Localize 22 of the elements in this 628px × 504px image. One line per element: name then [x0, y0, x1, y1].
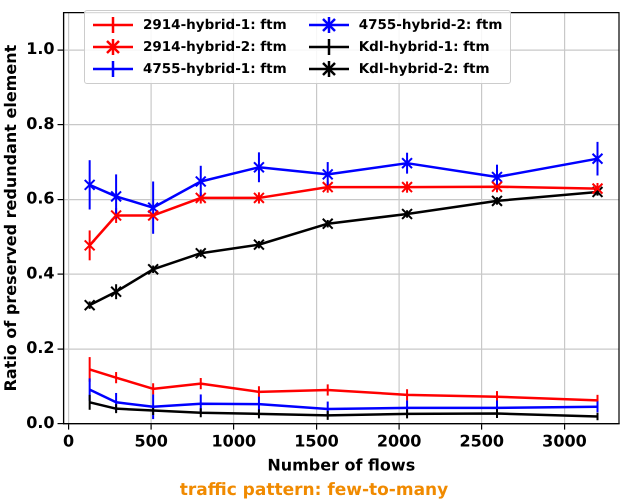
x-tick-label: 2000: [376, 431, 422, 450]
legend-label: 2914-hybrid-2: ftm: [143, 39, 287, 55]
legend-label: 4755-hybrid-2: ftm: [358, 17, 502, 33]
y-axis-title: Ratio of preserved redundant element: [0, 44, 20, 392]
y-tick-label: 0.4: [26, 263, 55, 282]
text: traffic pattern: few-to-many: [178, 480, 450, 500]
x-tick-label: 2500: [460, 431, 504, 450]
x-tick-label: 500: [134, 431, 168, 450]
y-tick-label: 0.0: [26, 412, 55, 432]
x-tick-label: 3000: [542, 431, 587, 450]
y-tick-label: 0.2: [26, 338, 55, 358]
x-axis-title: Number of flows: [267, 456, 416, 475]
legend-label: 2914-hybrid-1: ftm: [143, 17, 287, 33]
x-tick-label: 0: [62, 431, 74, 450]
legend-label: 4755-hybrid-1: ftm: [143, 61, 287, 77]
x-tick-label: 1500: [294, 431, 339, 450]
x-tick-label: 1000: [212, 431, 256, 450]
y-tick-label: 0.6: [26, 188, 55, 208]
y-tick-label: 0.8: [26, 114, 55, 133]
legend-label: Kdl-hybrid-2: ftm: [358, 61, 490, 77]
legend-label: Kdl-hybrid-1: ftm: [358, 39, 490, 55]
y-tick-label: 1.0: [26, 39, 55, 58]
